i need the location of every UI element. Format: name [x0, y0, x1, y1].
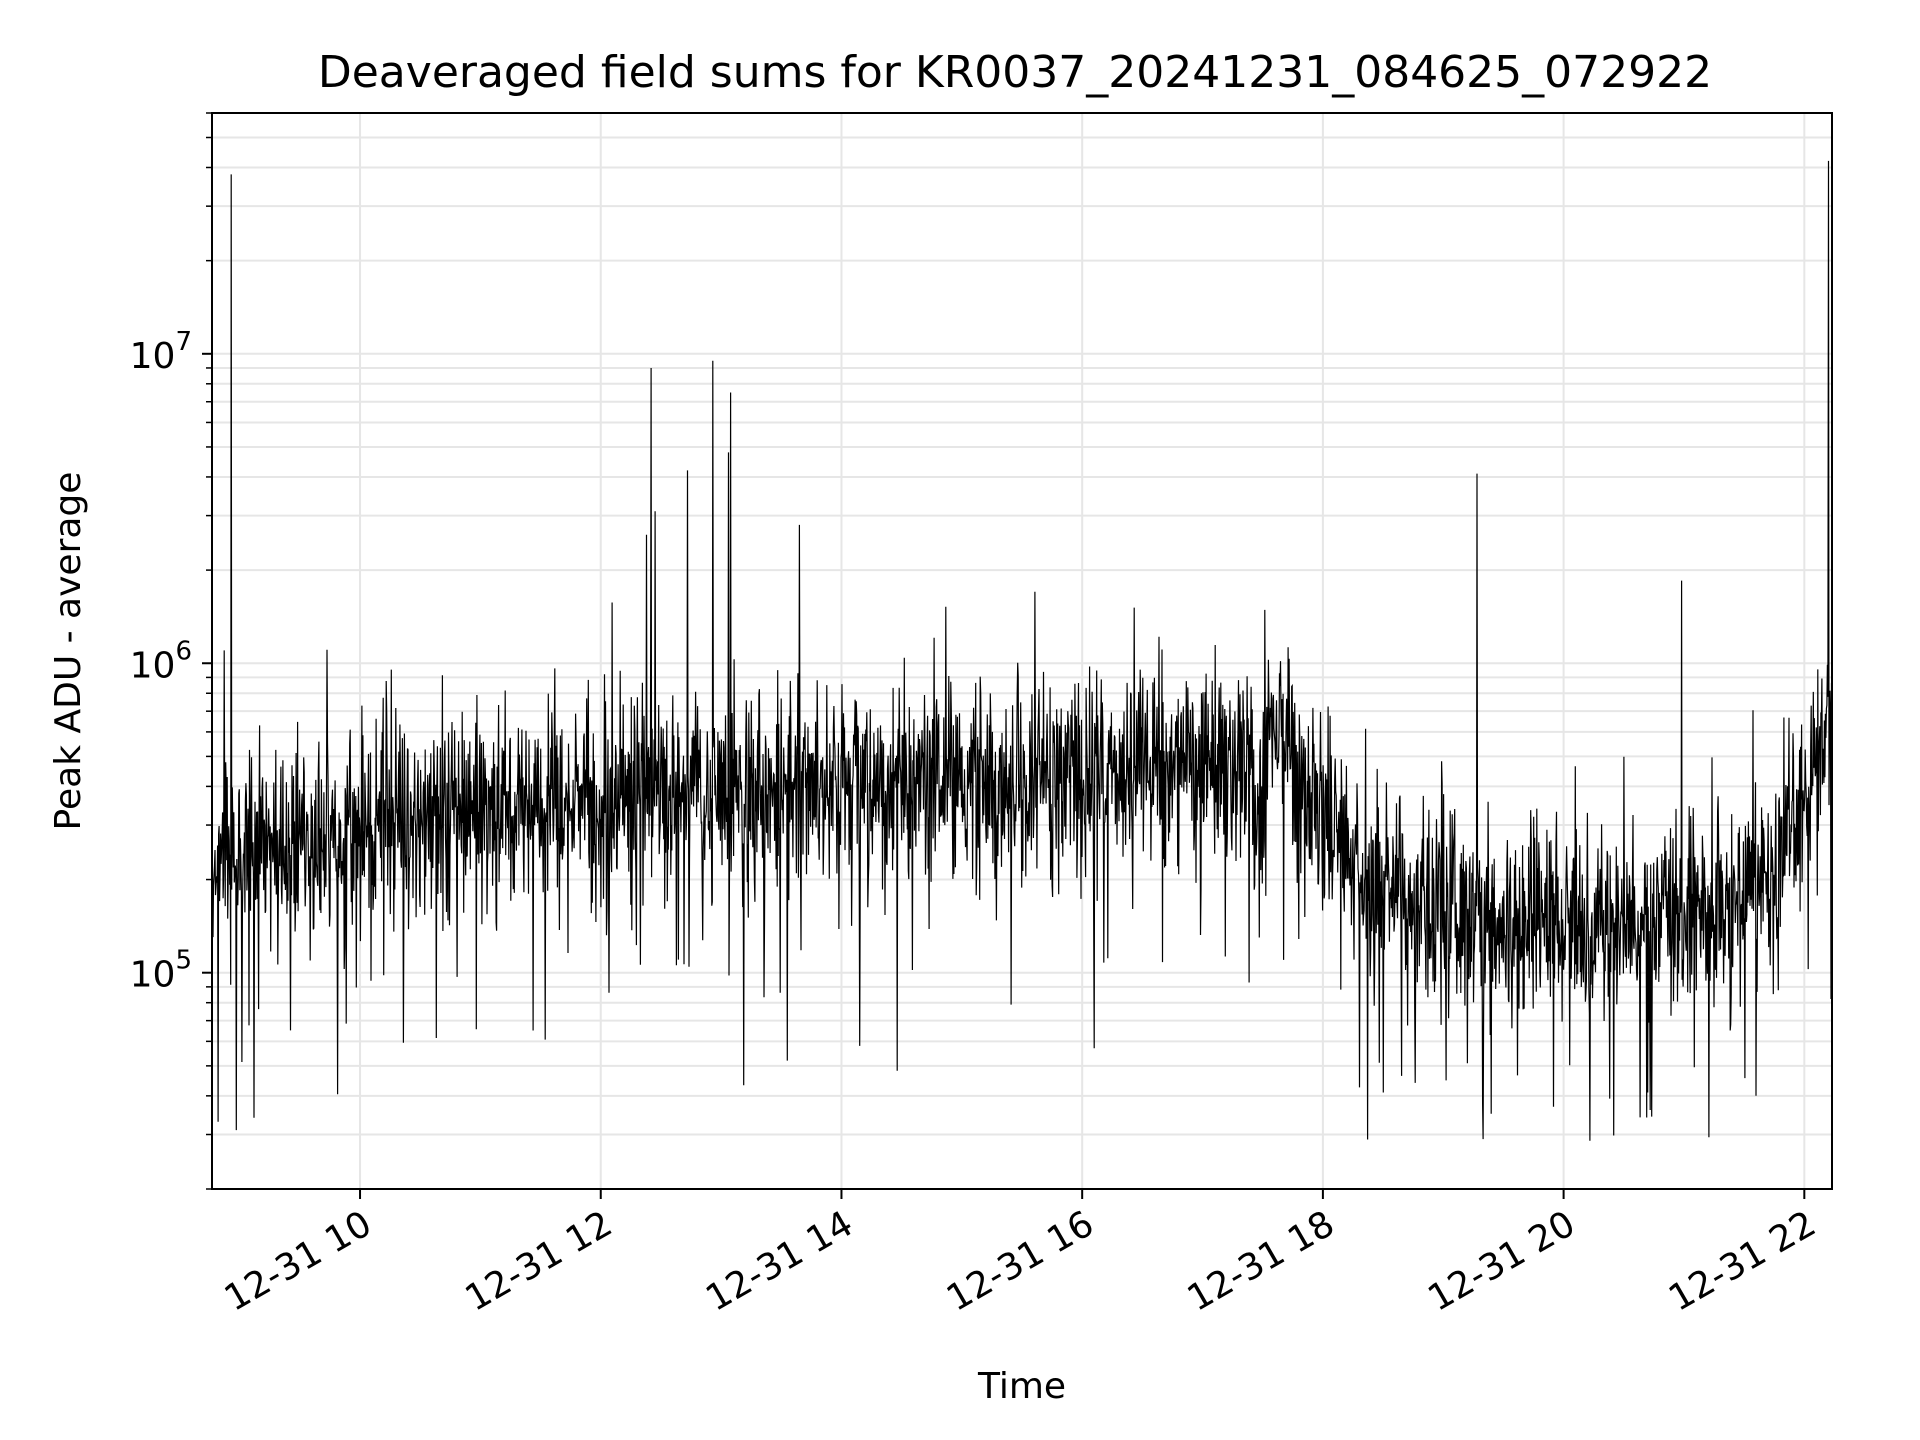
- plot-frame: [211, 112, 1833, 1190]
- y-axis-label: Peak ADU - average: [48, 472, 89, 831]
- series-path: [211, 160, 1833, 1141]
- x-tick-label: 12-31 18: [1181, 1203, 1342, 1319]
- y-axis: 105 106 107: [130, 112, 212, 1190]
- y-tick-label: 105: [130, 946, 192, 996]
- chart-title: Deaveraged field sums for KR0037_2024123…: [318, 47, 1712, 98]
- x-axis: 12-31 10 12-31 12 12-31 14 12-31 16 12-31 18…: [218, 1189, 1823, 1320]
- y-tick-label: 107: [130, 327, 192, 377]
- x-tick-label: 12-31 10: [218, 1203, 379, 1319]
- x-tick-label: 12-31 12: [459, 1203, 620, 1319]
- series-line: [211, 160, 1833, 1141]
- x-tick-label: 12-31 16: [940, 1203, 1101, 1319]
- x-axis-label: Time: [977, 1366, 1066, 1407]
- x-tick-label: 12-31 22: [1662, 1203, 1823, 1319]
- x-tick-label: 12-31 14: [699, 1203, 860, 1319]
- y-tick-label: 106: [130, 636, 192, 686]
- x-tick-label: 12-31 20: [1421, 1203, 1582, 1319]
